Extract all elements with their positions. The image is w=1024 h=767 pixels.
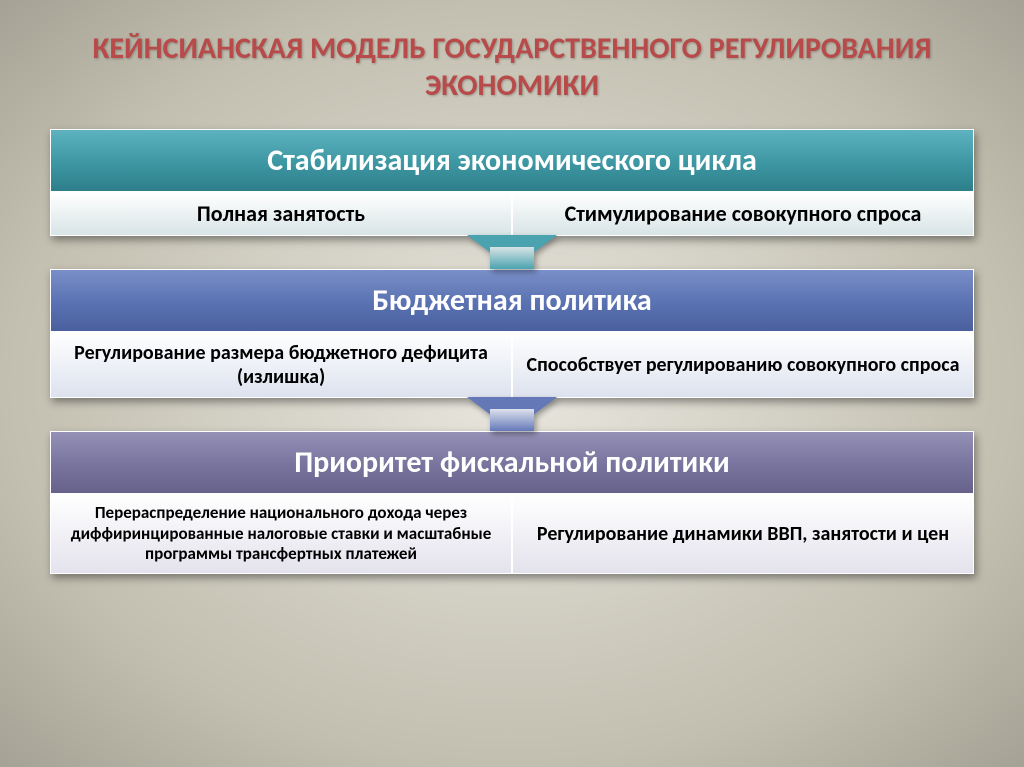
block-header: Стабилизация экономического цикла xyxy=(51,130,973,193)
cell-right: Способствует регулированию совокупного с… xyxy=(513,333,973,397)
block-row: Регулирование размера бюджетного дефицит… xyxy=(51,333,973,397)
block-budget: Бюджетная политика Регулирование размера… xyxy=(50,269,974,398)
cell-left: Регулирование размера бюджетного дефицит… xyxy=(51,333,513,397)
block-header: Приоритет фискальной политики xyxy=(51,432,973,495)
block-header: Бюджетная политика xyxy=(51,270,973,333)
block-row: Перераспределение национального дохода ч… xyxy=(51,495,973,572)
cell-left: Перераспределение национального дохода ч… xyxy=(51,495,513,572)
block-stabilization: Стабилизация экономического цикла Полная… xyxy=(50,129,974,236)
slide-title: КЕЙНСИАНСКАЯ МОДЕЛЬ ГОСУДАРСТВЕННОГО РЕГ… xyxy=(50,30,974,104)
arrow-2 xyxy=(50,397,974,431)
cell-right: Стимулирование совокупного спроса xyxy=(513,193,973,235)
block-row: Полная занятость Стимулирование совокупн… xyxy=(51,193,973,235)
slide: КЕЙНСИАНСКАЯ МОДЕЛЬ ГОСУДАРСТВЕННОГО РЕГ… xyxy=(0,0,1024,767)
arrow-1 xyxy=(50,235,974,269)
cell-left: Полная занятость xyxy=(51,193,513,235)
cell-right: Регулирование динамики ВВП, занятости и … xyxy=(513,495,973,572)
block-fiscal: Приоритет фискальной политики Перераспре… xyxy=(50,431,974,573)
